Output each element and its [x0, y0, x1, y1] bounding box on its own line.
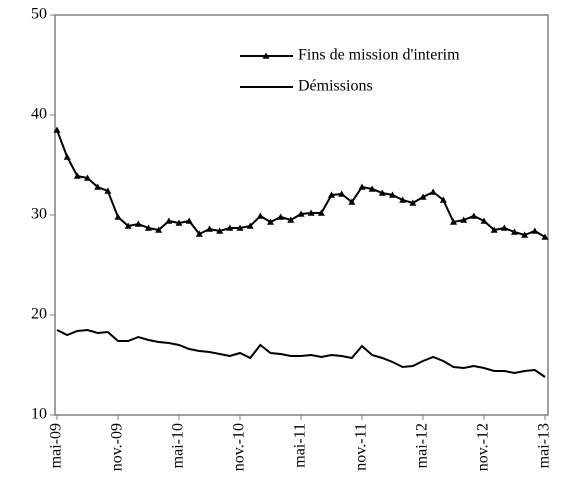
marker: [277, 213, 285, 220]
marker: [500, 224, 508, 231]
legend-marker: [262, 52, 270, 59]
marker: [63, 153, 71, 160]
marker: [104, 187, 112, 194]
marker: [53, 126, 61, 133]
marker: [450, 218, 457, 225]
legend-label: Démissions: [298, 78, 373, 95]
y-tick-label: 10: [31, 406, 47, 423]
marker: [155, 226, 163, 233]
marker: [114, 213, 122, 220]
series-line: [56, 129, 546, 238]
marker: [338, 190, 346, 197]
marker: [185, 217, 193, 224]
x-tick-label: nov.-09: [109, 423, 126, 471]
marker: [226, 224, 234, 231]
marker: [460, 216, 468, 223]
marker: [399, 196, 407, 203]
marker: [307, 209, 315, 216]
marker: [84, 174, 91, 181]
x-tick-label: mai-10: [170, 423, 187, 468]
marker: [348, 198, 356, 205]
marker: [378, 189, 386, 196]
x-tick-label: mai-09: [48, 423, 65, 468]
marker: [358, 183, 366, 190]
marker: [195, 230, 203, 237]
marker: [216, 227, 224, 234]
marker: [94, 183, 102, 190]
marker: [297, 210, 305, 217]
marker: [511, 228, 518, 235]
marker: [73, 172, 81, 179]
marker: [287, 216, 295, 223]
y-tick-label: 30: [31, 206, 47, 223]
marker: [124, 222, 132, 229]
marker: [165, 217, 173, 224]
y-tick-label: 20: [31, 306, 47, 323]
marker: [531, 227, 539, 234]
y-tick-label: 40: [31, 106, 47, 123]
x-tick-label: mai-13: [536, 423, 553, 468]
marker: [246, 222, 254, 229]
marker: [439, 196, 447, 203]
marker: [541, 233, 549, 240]
marker: [175, 219, 183, 226]
legend-label: Fins de mission d'interim: [298, 47, 460, 64]
marker: [368, 185, 376, 192]
marker: [409, 199, 417, 206]
marker: [236, 224, 244, 231]
marker: [206, 225, 213, 232]
marker: [480, 217, 488, 224]
marker: [267, 218, 274, 225]
marker: [145, 224, 152, 231]
marker: [134, 220, 142, 227]
marker: [490, 226, 498, 233]
x-tick-label: mai-12: [414, 423, 431, 468]
marker: [419, 193, 427, 200]
marker: [256, 212, 264, 219]
marker: [470, 212, 478, 219]
x-tick-label: nov.-10: [231, 423, 248, 471]
x-tick-label: mai-11: [292, 423, 309, 468]
marker: [328, 191, 335, 198]
marker: [317, 209, 325, 216]
y-tick-label: 50: [31, 6, 47, 23]
x-tick-label: nov.-12: [475, 423, 492, 471]
marker: [429, 188, 437, 195]
series-line: [56, 328, 546, 378]
marker: [389, 191, 396, 198]
marker: [521, 231, 529, 238]
x-tick-label: nov.-11: [353, 423, 370, 471]
